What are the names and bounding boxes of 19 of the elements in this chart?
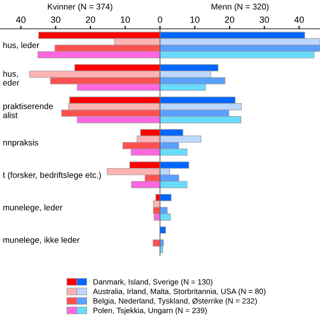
x-tick-label: 30 — [260, 16, 270, 23]
x-tick-label: 30 — [50, 16, 60, 23]
y-tick-label: praktiserende alist — [3, 103, 53, 118]
y-tick-label: hus, eder — [3, 70, 20, 86]
x-tick-label: 40 — [16, 16, 26, 23]
bar — [160, 226, 166, 234]
y-tick-label: t (forsker, bedriftslege etc.) — [2, 172, 101, 180]
x-tick-label: 40 — [294, 16, 304, 23]
y-tick-label: munelege, leder — [3, 204, 62, 212]
x-tick-label: 20 — [86, 16, 96, 23]
chart-title: Menn (N = 320) — [212, 3, 269, 12]
x-tick-label: 20 — [225, 16, 234, 23]
x-tick-label: 10 — [190, 16, 200, 23]
y-tick-label: hus, leder — [3, 42, 40, 50]
y-tick-label: munelege, ikke leder — [3, 236, 80, 245]
y-tick-label: nnpraksis — [3, 139, 38, 148]
x-tick-label: 0 — [158, 16, 162, 23]
chart-title: Kvinner (N = 374) — [48, 3, 112, 12]
x-tick-label: 10 — [120, 16, 130, 23]
